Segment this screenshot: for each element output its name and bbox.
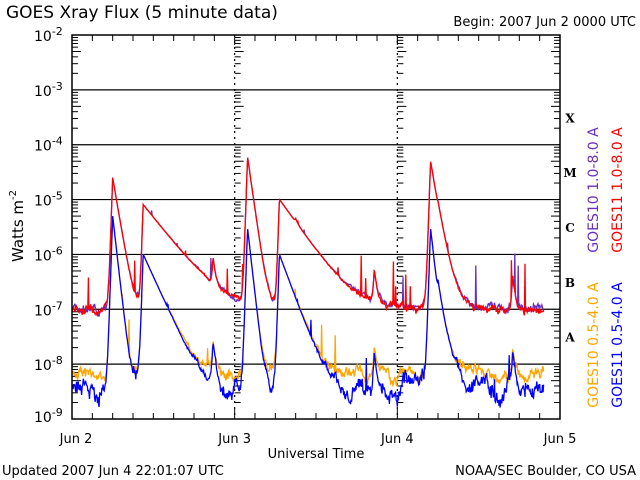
y-axis-label-sup: -2	[8, 190, 19, 200]
begin-label: Begin: 2007 Jun 2 0000 UTC	[453, 15, 636, 30]
legend-entry: GOES11 1.0-8.0 A	[610, 127, 626, 253]
y-tick-exponent: -5	[52, 190, 63, 203]
y-tick-base: 10	[34, 358, 52, 374]
legend-entry: GOES10 1.0-8.0 A	[586, 127, 602, 253]
x-axis-label: Universal Time	[268, 447, 365, 462]
y-tick-exponent: -7	[52, 299, 63, 312]
x-tick-labels: Jun 2 Jun 3 Jun 4 Jun 5	[59, 432, 577, 447]
flare-class-C: C	[565, 221, 575, 235]
y-tick-base: 10	[34, 248, 52, 264]
legend-entry: GOES10 0.5-4.0 A	[586, 282, 602, 408]
gridlines	[72, 35, 560, 419]
series-line-goes10-0-5-4-0-a	[71, 216, 545, 388]
flare-class-labels: X M C B A	[563, 111, 576, 344]
y-tick-label: 10-5	[34, 190, 63, 210]
y-tick-label: 10-4	[34, 135, 63, 155]
x-tick-label: Jun 3	[217, 432, 251, 447]
y-tick-exponent: -2	[52, 25, 63, 38]
legend-entry: GOES11 0.5-4.0 A	[610, 282, 626, 408]
y-tick-label: 10-3	[34, 80, 63, 100]
y-tick-base: 10	[34, 84, 52, 100]
y-tick-label: 10-9	[34, 406, 63, 426]
chart-title: GOES Xray Flux (5 minute data)	[6, 3, 278, 23]
y-tick-base: 10	[34, 29, 52, 45]
y-tick-base: 10	[34, 139, 52, 155]
y-tick-exponent: -9	[52, 406, 63, 419]
updated-timestamp: Updated 2007 Jun 4 22:01:07 UTC	[2, 464, 224, 479]
y-tick-exponent: -3	[52, 80, 63, 93]
series-lines	[71, 157, 545, 408]
y-tick-base: 10	[34, 303, 52, 319]
y-tick-base: 10	[34, 410, 52, 426]
series-line-goes10-1-0-8-0-a	[71, 157, 545, 318]
flare-class-X: X	[565, 111, 575, 125]
source-credit: NOAA/SEC Boulder, CO USA	[455, 464, 636, 479]
series-line-goes11-1-0-8-0-a	[71, 157, 545, 317]
flare-class-A: A	[564, 331, 575, 345]
y-tick-exponent: -8	[52, 354, 63, 367]
y-tick-base: 10	[34, 194, 52, 210]
y-tick-label: 10-2	[34, 25, 63, 45]
y-axis-label: Watts m-2	[8, 190, 27, 262]
y-tick-labels: 10-210-310-410-510-610-710-810-9	[34, 25, 63, 426]
axis-ticks	[71, 35, 561, 419]
y-axis-label-text: Watts m	[9, 200, 27, 262]
flare-class-B: B	[565, 276, 575, 290]
x-tick-label: Jun 2	[59, 432, 93, 447]
y-tick-exponent: -4	[52, 135, 63, 148]
y-tick-exponent: -6	[52, 244, 63, 257]
series-line-goes11-0-5-4-0-a	[71, 216, 545, 408]
y-tick-label: 10-8	[34, 354, 63, 374]
plot-frame	[71, 34, 561, 420]
x-tick-label: Jun 5	[543, 432, 577, 447]
x-tick-label: Jun 4	[380, 432, 414, 447]
flare-class-M: M	[563, 166, 576, 180]
y-tick-label: 10-6	[34, 244, 63, 264]
y-tick-label: 10-7	[34, 299, 63, 319]
legend: GOES10 1.0-8.0 A GOES11 1.0-8.0 A GOES10 0…	[586, 127, 626, 408]
